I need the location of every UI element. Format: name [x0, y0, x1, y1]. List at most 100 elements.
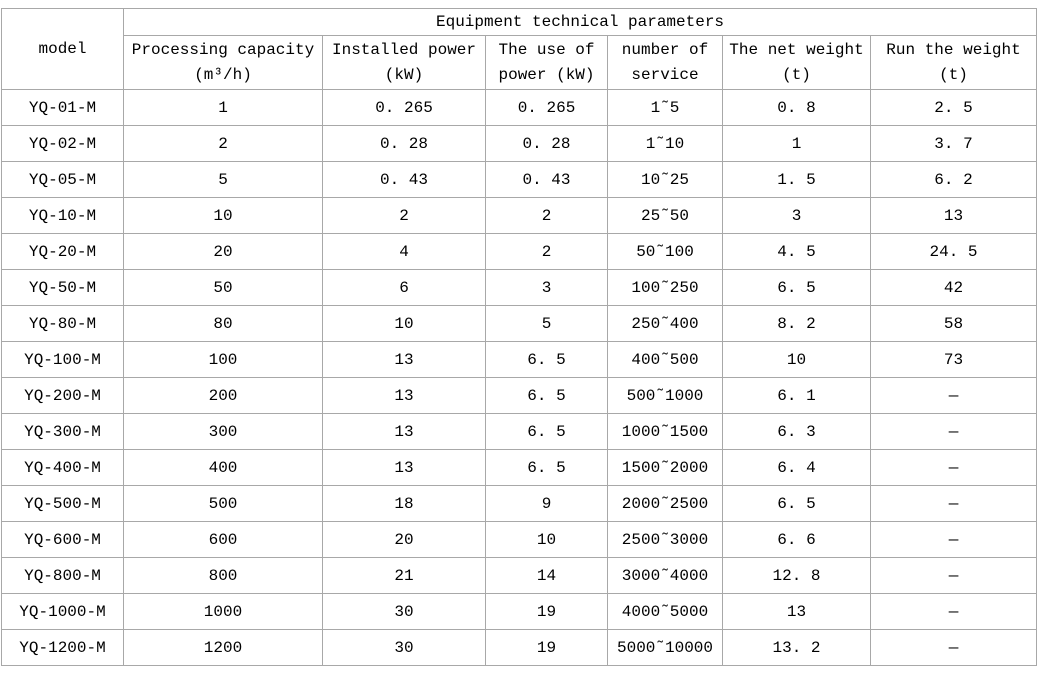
cell-net_weight: 4. 5: [722, 233, 871, 270]
cell-run_weight: 13: [869, 197, 1038, 234]
header-line-1: Installed power: [331, 40, 477, 59]
cell-net_weight: 0. 8: [722, 89, 871, 126]
cell-model: YQ-400-M: [1, 449, 124, 486]
cell-number_of_service: 1˜5: [607, 89, 723, 126]
cell-processing_capacity: 800: [123, 557, 323, 594]
table-row: YQ-10-M 10 2 2 25˜50 3 13: [1, 197, 1038, 234]
cell-model: YQ-50-M: [1, 269, 124, 306]
cell-processing_capacity: 300: [123, 413, 323, 450]
cell-run_weight: —: [869, 377, 1038, 414]
cell-run_weight: —: [869, 413, 1038, 450]
cell-net_weight: 13: [722, 593, 871, 630]
table-row: YQ-20-M 20 4 2 50˜100 4. 5 24. 5: [1, 233, 1038, 270]
cell-use_of_power: 0. 43: [485, 161, 608, 198]
cell-model: YQ-80-M: [1, 305, 124, 342]
cell-number_of_service: 2500˜3000: [607, 521, 723, 558]
cell-use_of_power: 9: [485, 485, 608, 522]
cell-number_of_service: 10˜25: [607, 161, 723, 198]
cell-processing_capacity: 80: [123, 305, 323, 342]
table-row: YQ-01-M 1 0. 265 0. 265 1˜5 0. 8 2. 5: [1, 89, 1038, 126]
header-group-title: Equipment technical parameters: [122, 8, 1038, 36]
cell-installed_power: 21: [322, 557, 486, 594]
cell-installed_power: 6: [322, 269, 486, 306]
cell-processing_capacity: 1000: [123, 593, 323, 630]
table-row: YQ-02-M 2 0. 28 0. 28 1˜10 1 3. 7: [1, 125, 1038, 162]
cell-number_of_service: 2000˜2500: [607, 485, 723, 522]
cell-net_weight: 10: [722, 341, 871, 378]
table-row: YQ-05-M 5 0. 43 0. 43 10˜25 1. 5 6. 2: [1, 161, 1038, 198]
table-row: YQ-100-M 100 13 6. 5 400˜500 10 73: [1, 341, 1038, 378]
cell-use_of_power: 5: [485, 305, 608, 342]
cell-processing_capacity: 50: [123, 269, 323, 306]
cell-model: YQ-600-M: [1, 521, 124, 558]
cell-net_weight: 13. 2: [722, 629, 871, 666]
header-use-of-power: The use of power (kW): [485, 35, 608, 90]
cell-installed_power: 20: [322, 521, 486, 558]
cell-installed_power: 13: [322, 449, 486, 486]
table-row: YQ-500-M 500 18 9 2000˜2500 6. 5—: [1, 485, 1038, 522]
cell-use_of_power: 14: [485, 557, 608, 594]
cell-run_weight: 2. 5: [869, 89, 1038, 126]
table-row: YQ-1200-M 1200 30 19 5000˜10000 13. 2—: [1, 629, 1038, 666]
cell-run_weight: 42: [869, 269, 1038, 306]
table-row: YQ-600-M 600 20 10 2500˜3000 6. 6—: [1, 521, 1038, 558]
cell-run_weight: —: [869, 485, 1038, 522]
cell-net_weight: 6. 5: [722, 485, 871, 522]
cell-number_of_service: 3000˜4000: [607, 557, 723, 594]
cell-processing_capacity: 2: [123, 125, 323, 162]
cell-number_of_service: 400˜500: [607, 341, 723, 378]
cell-model: YQ-100-M: [1, 341, 124, 378]
cell-installed_power: 4: [322, 233, 486, 270]
cell-run_weight: —: [869, 593, 1038, 630]
header-processing-capacity: Processing capacity (m³/h): [123, 35, 323, 90]
cell-processing_capacity: 1: [123, 89, 323, 126]
cell-use_of_power: 3: [485, 269, 608, 306]
header-line-2: (m³/h): [194, 65, 252, 84]
cell-processing_capacity: 1200: [123, 629, 323, 666]
cell-run_weight: —: [869, 449, 1038, 486]
cell-net_weight: 6. 6: [722, 521, 871, 558]
cell-use_of_power: 6. 5: [485, 449, 608, 486]
header-line-1: Processing capacity: [131, 40, 315, 59]
cell-number_of_service: 1000˜1500: [607, 413, 723, 450]
header-line-1: number of: [621, 40, 709, 59]
cell-installed_power: 0. 43: [322, 161, 486, 198]
cell-installed_power: 2: [322, 197, 486, 234]
header-installed-power: Installed power (kW): [322, 35, 486, 90]
table-row: YQ-200-M 200 13 6. 5 500˜1000 6. 1—: [1, 377, 1038, 414]
cell-run_weight: 73: [869, 341, 1038, 378]
header-line-2: (t): [782, 65, 811, 84]
cell-installed_power: 13: [322, 341, 486, 378]
cell-installed_power: 13: [322, 377, 486, 414]
cell-installed_power: 30: [322, 629, 486, 666]
cell-use_of_power: 6. 5: [485, 341, 608, 378]
cell-run_weight: —: [869, 629, 1038, 666]
table-row: YQ-50-M 50 6 3 100˜250 6. 5 42: [1, 269, 1038, 306]
cell-net_weight: 8. 2: [722, 305, 871, 342]
table-row: YQ-1000-M 1000 30 19 4000˜5000 13—: [1, 593, 1038, 630]
cell-use_of_power: 19: [485, 629, 608, 666]
cell-run_weight: 3. 7: [869, 125, 1038, 162]
cell-number_of_service: 1500˜2000: [607, 449, 723, 486]
cell-run_weight: 6. 2: [869, 161, 1038, 198]
header-columns-row: Processing capacity (m³/h) Installed pow…: [2, 35, 1038, 90]
cell-installed_power: 13: [322, 413, 486, 450]
cell-model: YQ-01-M: [1, 89, 124, 126]
cell-use_of_power: 6. 5: [485, 377, 608, 414]
cell-installed_power: 30: [322, 593, 486, 630]
table-body: YQ-01-M 1 0. 265 0. 265 1˜5 0. 8 2. 5 YQ-02-M 2 0…: [1, 89, 1038, 666]
cell-processing_capacity: 5: [123, 161, 323, 198]
table-row: YQ-800-M 800 21 14 3000˜4000 12. 8—: [1, 557, 1038, 594]
cell-installed_power: 18: [322, 485, 486, 522]
cell-number_of_service: 25˜50: [607, 197, 723, 234]
header-line-2: (t): [939, 65, 968, 84]
cell-number_of_service: 100˜250: [607, 269, 723, 306]
cell-installed_power: 10: [322, 305, 486, 342]
cell-processing_capacity: 600: [123, 521, 323, 558]
cell-processing_capacity: 400: [123, 449, 323, 486]
table-row: YQ-80-M 80 10 5 250˜400 8. 2 58: [1, 305, 1038, 342]
header-line-2: power (kW): [498, 65, 595, 84]
cell-model: YQ-200-M: [1, 377, 124, 414]
cell-net_weight: 6. 5: [722, 269, 871, 306]
cell-model: YQ-1000-M: [1, 593, 124, 630]
